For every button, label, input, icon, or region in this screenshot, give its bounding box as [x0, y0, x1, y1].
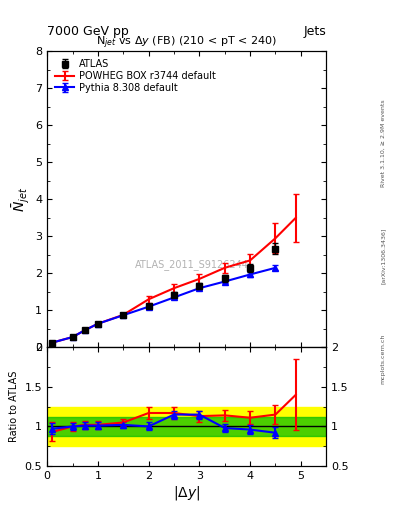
Text: Jets: Jets [303, 26, 326, 38]
Text: mcplots.cern.ch: mcplots.cern.ch [381, 333, 386, 383]
Text: ATLAS_2011_S9126244: ATLAS_2011_S9126244 [135, 259, 249, 270]
Text: 7000 GeV pp: 7000 GeV pp [47, 26, 129, 38]
Legend: ATLAS, POWHEG BOX r3744 default, Pythia 8.308 default: ATLAS, POWHEG BOX r3744 default, Pythia … [52, 56, 219, 96]
Y-axis label: $\bar{N}_{jet}$: $\bar{N}_{jet}$ [11, 187, 32, 212]
Text: Rivet 3.1.10, ≥ 2.9M events: Rivet 3.1.10, ≥ 2.9M events [381, 99, 386, 187]
Y-axis label: Ratio to ATLAS: Ratio to ATLAS [9, 371, 19, 442]
X-axis label: $|\Delta y|$: $|\Delta y|$ [173, 483, 200, 502]
Title: N$_{jet}$ vs $\Delta y$ (FB) (210 < pT < 240): N$_{jet}$ vs $\Delta y$ (FB) (210 < pT <… [96, 35, 277, 51]
Text: [arXiv:1306.3436]: [arXiv:1306.3436] [381, 228, 386, 284]
